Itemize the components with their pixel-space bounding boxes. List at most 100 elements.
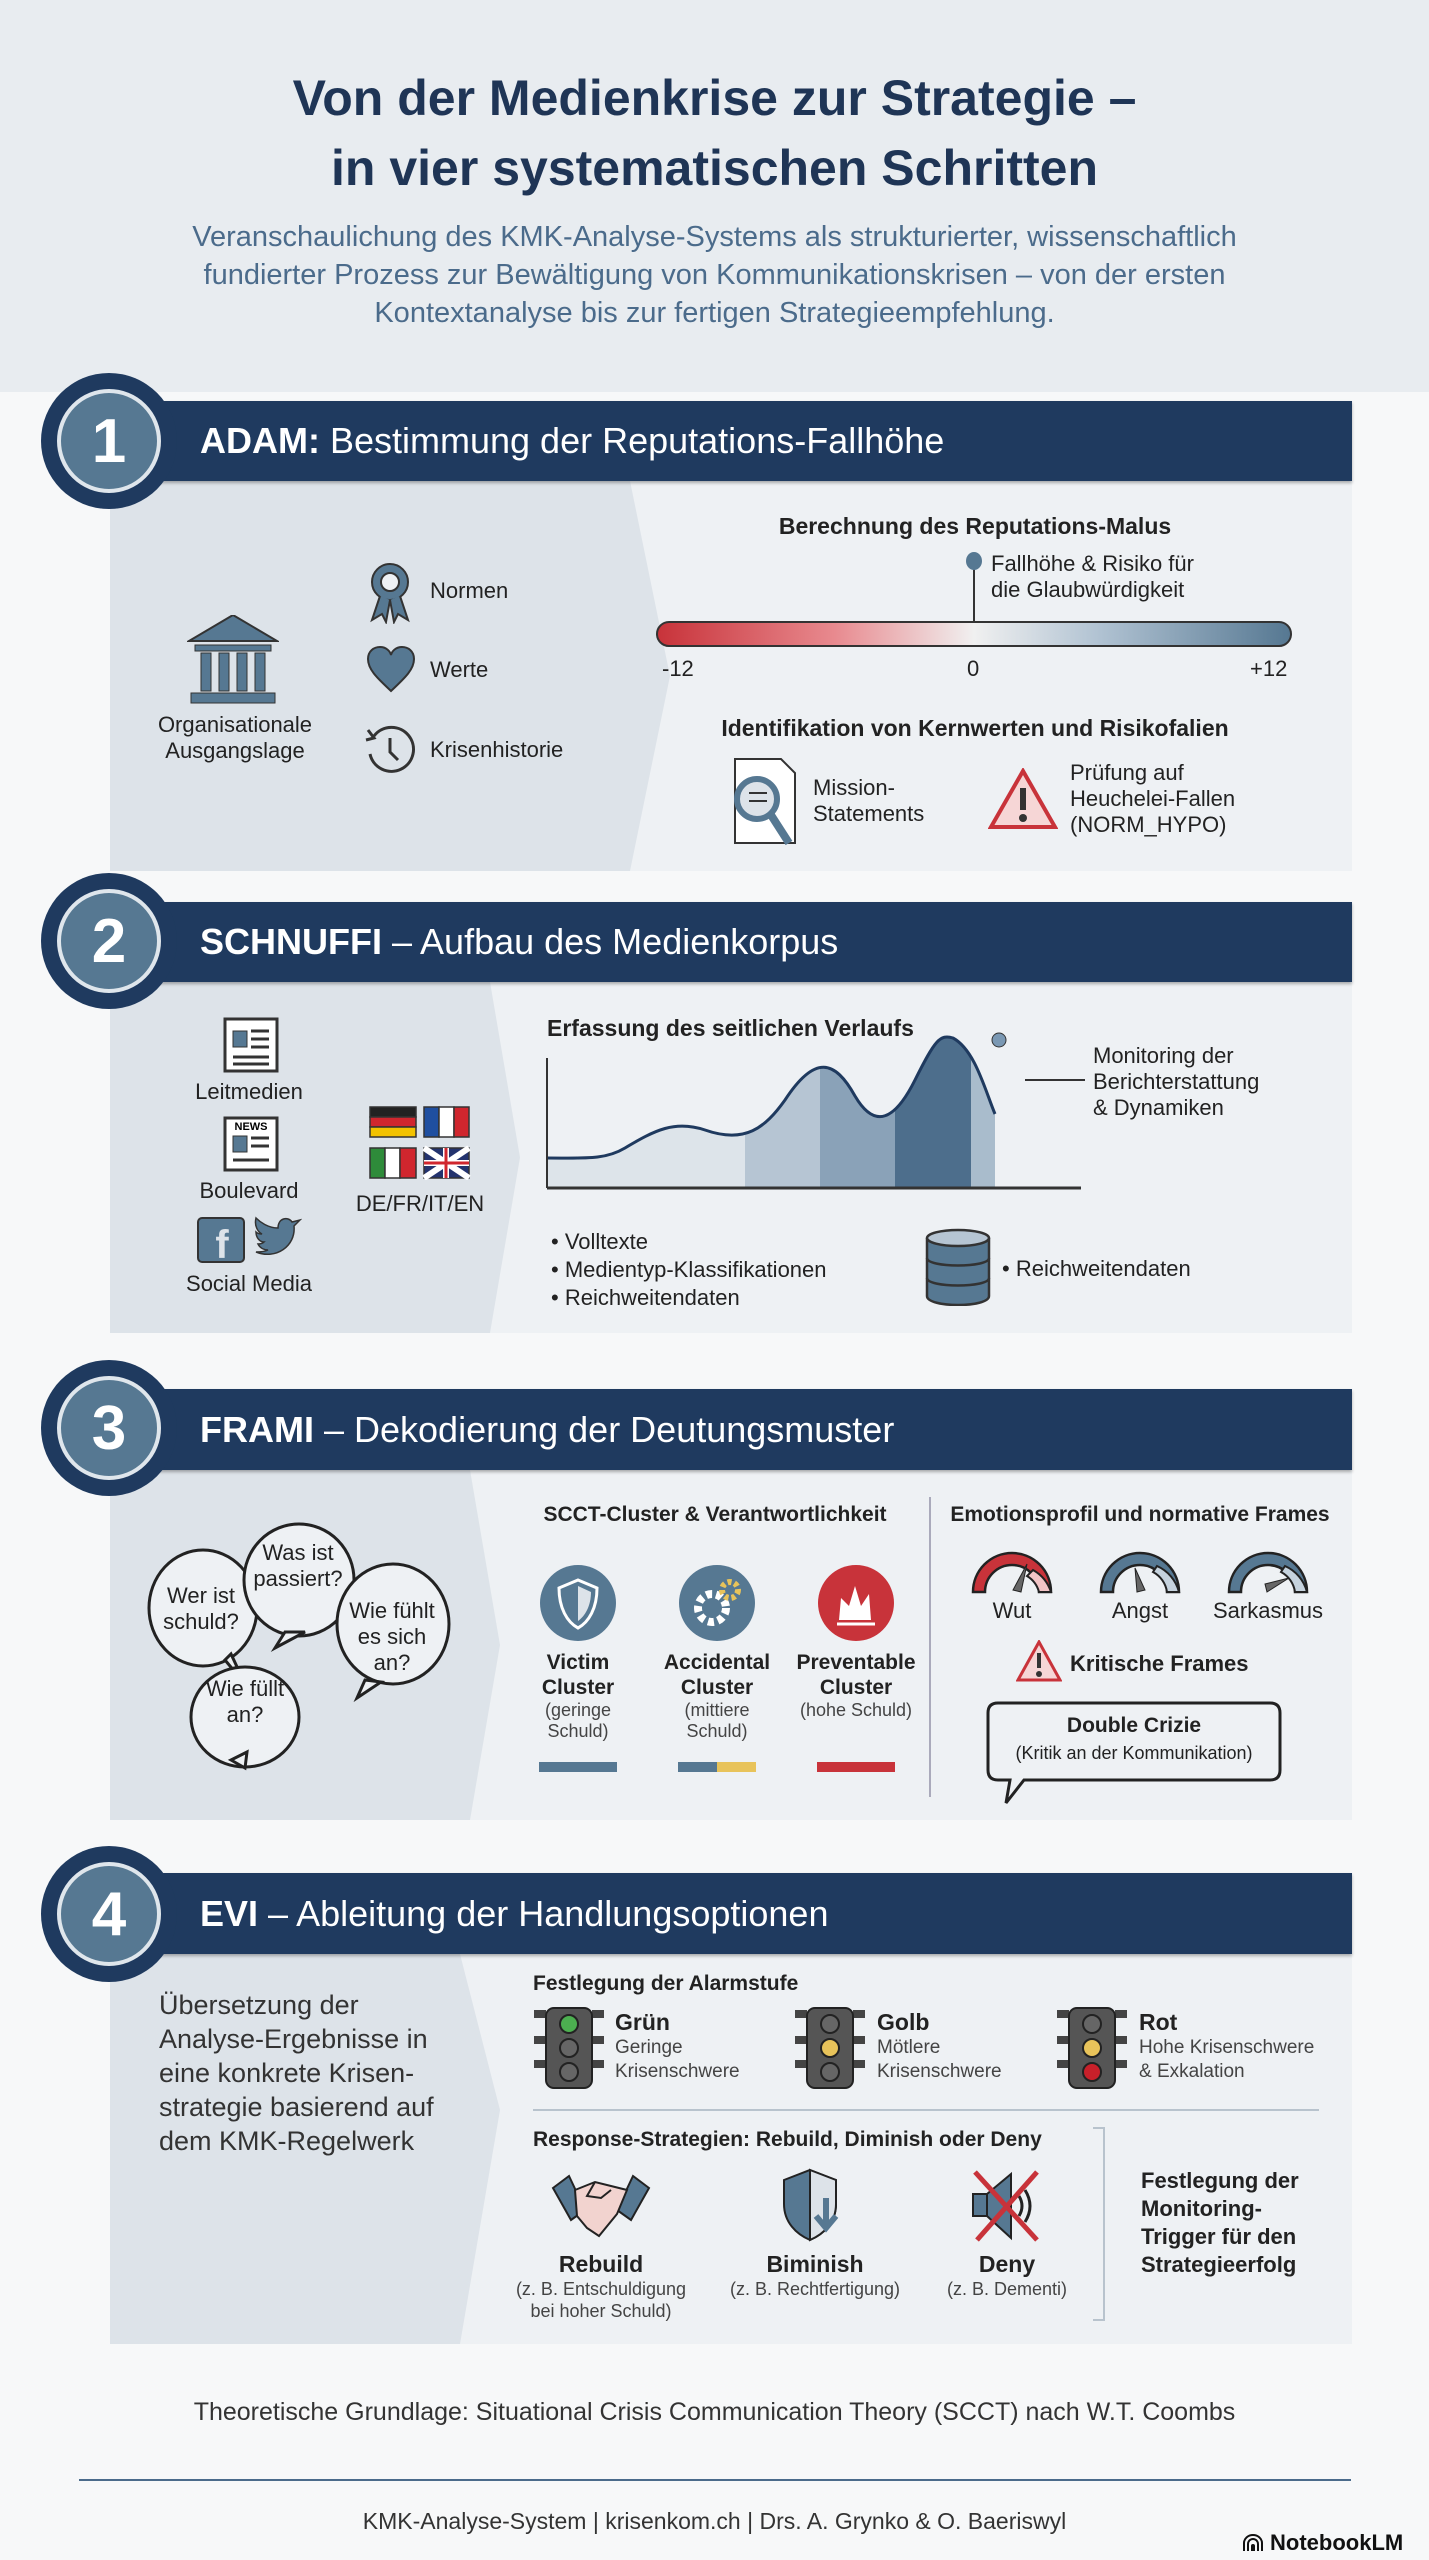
heart-icon xyxy=(366,645,416,693)
callout-bubble xyxy=(986,1701,1282,1804)
alarm-yellow: Golb Mötlere Krisenschwere xyxy=(877,2009,1002,2082)
db-label: • Reichweitendaten xyxy=(1002,1256,1191,1281)
institution-icon xyxy=(187,615,279,704)
notebooklm-logo: NotebookLM xyxy=(1242,2530,1403,2556)
document-search-icon xyxy=(734,758,796,846)
media-social: Social Media xyxy=(186,1271,312,1296)
alarm-green: Grün Geringe Krisenschwere xyxy=(615,2009,740,2082)
section-1-name: ADAM: xyxy=(200,420,320,461)
scct-title: SCCT-Cluster & Verantwortlichkeit xyxy=(543,1503,887,1526)
mission-statements-label: Mission- Statements xyxy=(813,775,925,826)
org-label: Organisationale Ausgangslage xyxy=(157,712,313,763)
gauge-wut-icon xyxy=(971,1551,1053,1594)
malus-title: Berechnung des Reputations-Malus xyxy=(778,513,1172,539)
shield-icon xyxy=(540,1565,616,1641)
warning-icon xyxy=(988,768,1058,829)
traffic-light-red-icon xyxy=(1057,2007,1127,2089)
scale-min: -12 xyxy=(662,656,694,681)
curve-line xyxy=(546,1035,997,1160)
step-4-badge: 4 xyxy=(41,1846,177,1982)
data-bullets: • Volltexte • Medientyp-Klassifikationen •… xyxy=(551,1229,827,1310)
marker-dot xyxy=(966,552,982,570)
response-title: Response-Strategien: Rebuild, Diminish o… xyxy=(533,2128,1042,2151)
marker-label: Fallhöhe & Risiko für die Glaubwürdigkeit xyxy=(991,551,1194,602)
page-title-line2: in vier systematischen Schritten xyxy=(331,140,1098,196)
section-2-banner: SCHNUFFI – Aufbau des Medienkorpus xyxy=(110,902,1352,982)
bubble-what-happened: Was ist passiert? xyxy=(253,1540,343,1591)
language-flags-icon xyxy=(369,1106,471,1180)
gauge-label-angst: Angst xyxy=(1111,1598,1169,1623)
emotion-title: Emotionsprofil und normative Frames xyxy=(950,1503,1330,1526)
section-3-name: FRAMI xyxy=(200,1408,314,1450)
history-icon xyxy=(365,725,415,773)
gauge-label-sarkasmus: Sarkasmus xyxy=(1212,1598,1324,1623)
response-rebuild: Rebuild (z. B. Entschuldigung bei hoher Sc… xyxy=(515,2251,687,2321)
section-4-description: Übersetzung der Analyse-Ergebnisse in eine… xyxy=(159,1990,434,2156)
marker-line xyxy=(973,566,975,646)
scale-mid: 0 xyxy=(967,656,980,681)
tabloid-news-icon: NEWS xyxy=(223,1116,279,1172)
step-1-badge: 1 xyxy=(41,373,177,509)
warning-icon xyxy=(1016,1640,1062,1682)
section-1-banner: ADAM: Bestimmung der Reputations-Fallhöhe xyxy=(110,401,1352,481)
blame-bar-low xyxy=(539,1762,617,1772)
shield-down-icon xyxy=(783,2168,839,2242)
subtitle: fundierter Prozess zur Bewältigung von K… xyxy=(203,259,1226,291)
section-4-name: EVI xyxy=(200,1892,259,1934)
item-normen: Normen xyxy=(430,578,509,603)
cluster-preventable: Preventable Cluster (hohe Schuld) xyxy=(796,1651,916,1720)
chart-title: Erfassung des seitlichen Verlaufs xyxy=(547,1015,914,1041)
media-boulevard: Boulevard xyxy=(199,1178,299,1203)
gauge-label-wut: Wut xyxy=(992,1598,1032,1623)
gears-icon xyxy=(679,1565,755,1641)
speech-bubbles-icon xyxy=(147,1522,451,1771)
cluster-victim: Victim Cluster (geringe Schuld) xyxy=(541,1651,615,1741)
gauge-angst-icon xyxy=(1099,1551,1181,1594)
scale-max: +12 xyxy=(1250,656,1288,681)
bracket xyxy=(1093,2127,1105,2321)
item-werte: Werte xyxy=(430,657,489,682)
bubble-who-is-guilty: Wer ist schuld? xyxy=(163,1583,239,1634)
social-media-icons: f xyxy=(197,1216,302,1264)
traffic-light-green-icon xyxy=(534,2007,604,2089)
curve-segment xyxy=(547,1036,745,1188)
curve-segment xyxy=(895,1036,971,1188)
notebooklm-icon xyxy=(1243,2534,1263,2551)
page-title: Von der Medienkrise zur Strategie – xyxy=(292,70,1137,126)
peak-marker xyxy=(991,1032,1007,1048)
section-4-banner: EVI – Ableitung der Handlungsoptionen xyxy=(110,1873,1352,1954)
award-icon xyxy=(370,563,410,624)
theory-footnote: Theoretische Grundlage: Situational Cris… xyxy=(193,2398,1236,2426)
section-3-banner: FRAMI – Dekodierung der Deutungsmuster xyxy=(110,1389,1352,1470)
section-2-title: – Aufbau des Medienkorpus xyxy=(392,921,839,962)
response-deny: Deny (z. B. Dementi) xyxy=(946,2251,1068,2299)
traffic-light-yellow-icon xyxy=(795,2007,865,2089)
chart-annotation: Monitoring der Berichterstattung & Dynamik… xyxy=(1093,1043,1260,1120)
section-1-title: Bestimmung der Reputations-Fallhöhe xyxy=(329,420,945,461)
step-3-badge: 3 xyxy=(41,1360,177,1496)
coverage-curve-chart xyxy=(546,1032,1085,1190)
curve-segment xyxy=(745,1036,820,1188)
footer-credits: KMK-Analyse-System | krisenkom.ch | Drs.… xyxy=(362,2508,1067,2534)
curve-segment xyxy=(971,1036,995,1188)
languages-label: DE/FR/IT/EN xyxy=(355,1191,485,1216)
bubble-how-it-feels: Wie fühlt es sich an? xyxy=(349,1598,435,1675)
database-icon xyxy=(925,1228,991,1306)
svg-text:f: f xyxy=(215,1223,229,1264)
section-2-name: SCHNUFFI xyxy=(200,921,382,962)
double-crisis-sub: (Kritik an der Kommunikation) xyxy=(1015,1743,1253,1763)
header xyxy=(0,0,1429,392)
hypocrisy-check-label: Prüfung auf Heuchelei-Fallen (NORM_HYPO) xyxy=(1070,760,1236,837)
divider xyxy=(929,1497,931,1797)
double-crisis-title: Double Crizie xyxy=(1066,1714,1202,1737)
curve-segment xyxy=(820,1036,895,1188)
response-diminish: Biminish (z. B. Rechtfertigung) xyxy=(729,2251,901,2299)
divider xyxy=(533,2109,1319,2111)
section-4-panel xyxy=(110,1954,1352,2344)
section-1-panel xyxy=(110,481,1352,871)
newspaper-icon xyxy=(223,1017,279,1073)
handshake-icon xyxy=(551,2174,651,2238)
step-2-badge: 2 xyxy=(41,873,177,1009)
monitoring-trigger-label: Festlegung der Monitoring- Trigger für den… xyxy=(1141,2168,1299,2277)
gauge-sarkasmus-icon xyxy=(1227,1551,1309,1594)
